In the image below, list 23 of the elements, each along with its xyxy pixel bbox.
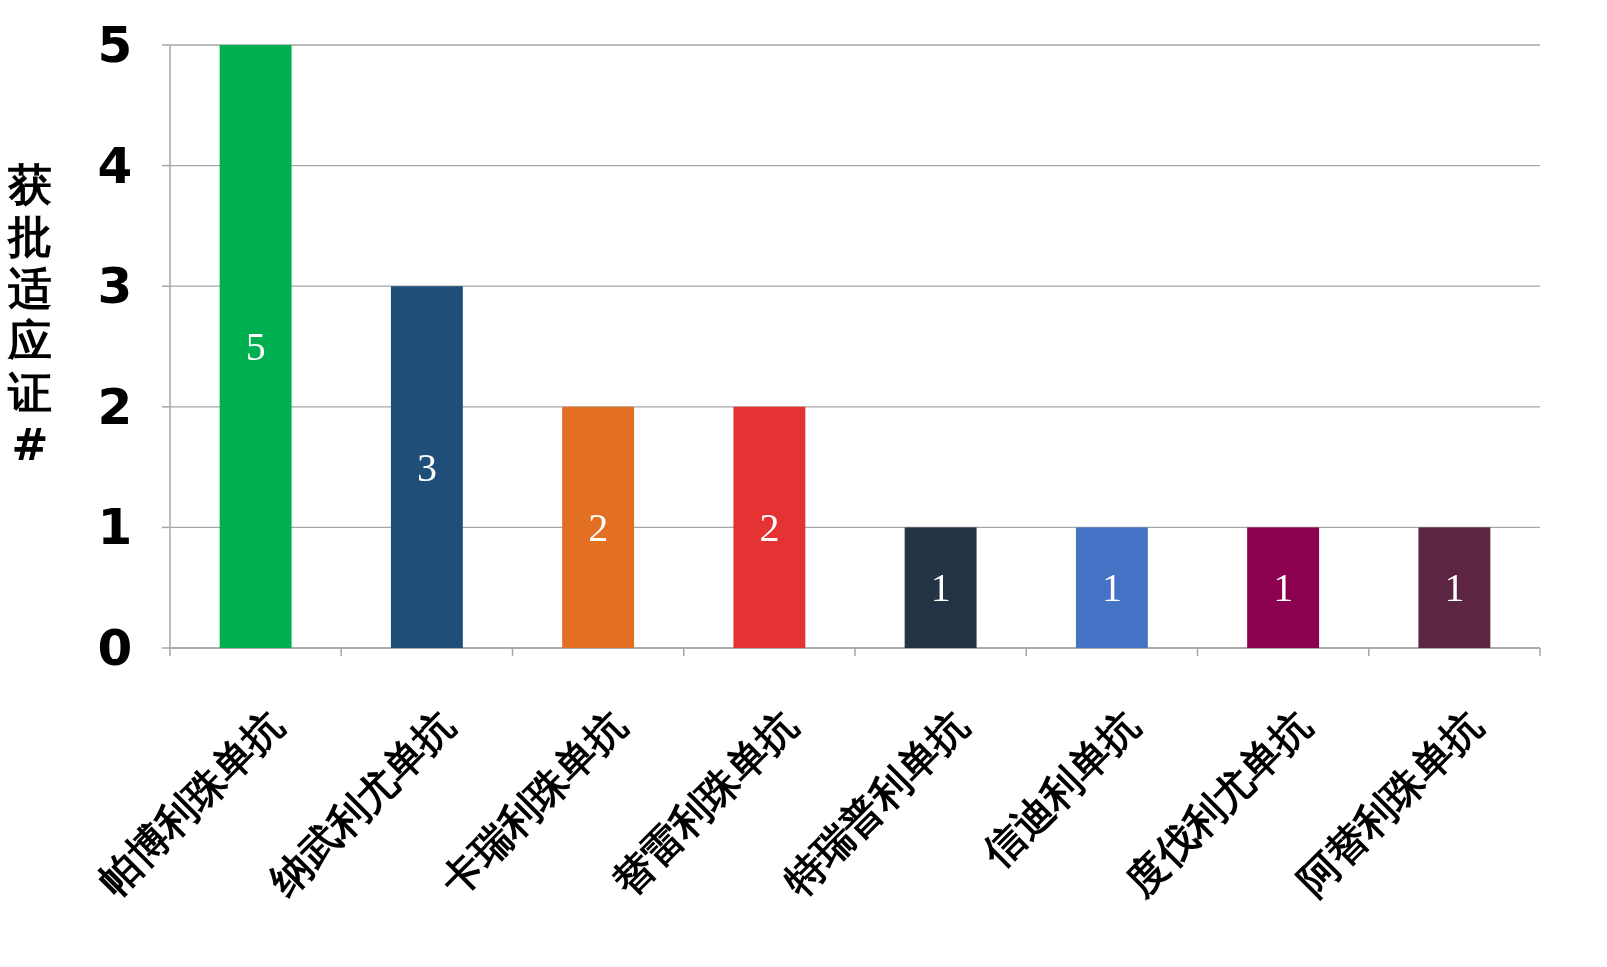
y-tick-label: 1 [97, 498, 133, 557]
y-tick-label: 5 [97, 16, 133, 74]
bar [562, 406, 635, 648]
bar [1075, 527, 1148, 648]
y-axis-title: 获批适应证# [6, 159, 52, 470]
data-label: 5 [245, 324, 266, 369]
data-label: 2 [588, 504, 609, 550]
bar [390, 286, 463, 648]
bar [1418, 527, 1491, 648]
y-tick-label: 0 [97, 619, 133, 677]
data-label: 1 [1101, 565, 1122, 611]
data-label: 1 [1444, 565, 1465, 611]
data-label: 2 [759, 504, 780, 550]
bar [733, 406, 806, 648]
y-tick-label: 2 [97, 377, 133, 436]
data-label: 3 [416, 444, 437, 490]
bar [219, 45, 292, 648]
data-label: 1 [930, 565, 951, 611]
y-tick-label: 4 [97, 136, 133, 195]
y-tick-label: 3 [97, 257, 133, 316]
bar [1247, 527, 1320, 648]
data-label: 1 [1273, 565, 1294, 611]
bar [904, 527, 977, 648]
